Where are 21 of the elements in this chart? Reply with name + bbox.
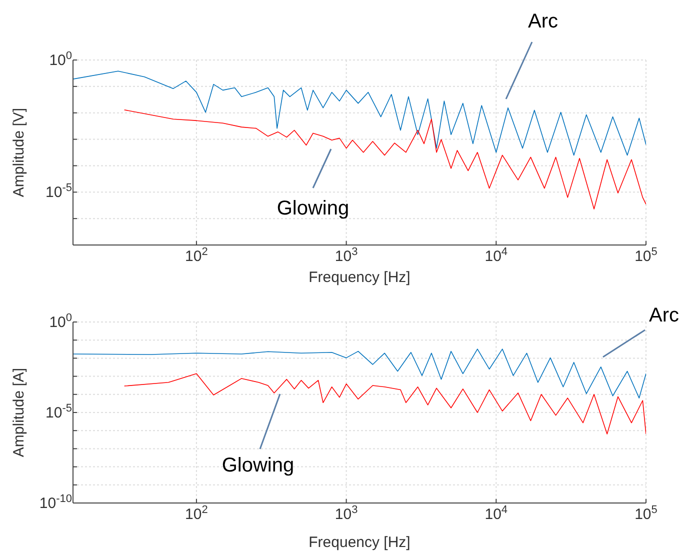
y-tick-label: 10$^{-5}$ [46, 182, 72, 202]
x-tick-label: 10$^{5}$ [634, 504, 658, 523]
x-axis-title: Frequency [Hz] [308, 534, 410, 551]
y-tick-label: 10$^{-10}$ [39, 493, 72, 512]
x-tick-label: 10$^{2}$ [185, 504, 208, 523]
y-tick-label: 10$^{0}$ [49, 50, 72, 69]
x-axis-title: Frequency [Hz] [308, 269, 410, 286]
x-tick-label: 10$^{5}$ [634, 246, 658, 265]
x-tick-label: 10$^{4}$ [484, 504, 508, 523]
x-tick-label: 10$^{3}$ [334, 246, 358, 265]
x-tick-label: 10$^{4}$ [484, 246, 508, 265]
y-tick-label: 10$^{0}$ [49, 312, 72, 331]
annotation: Glowing [276, 197, 350, 220]
y-tick-label: 10$^{-5}$ [46, 402, 72, 422]
x-tick-label: 10$^{3}$ [334, 504, 358, 523]
annotation: Glowing [222, 454, 294, 476]
text: Arc [649, 304, 679, 326]
y-axis-title: Amplitude [V] [10, 108, 28, 198]
text: Arc [528, 10, 558, 32]
x-tick-label: 10$^{2}$ [185, 246, 208, 265]
y-axis-title: Amplitude [A] [10, 368, 28, 458]
